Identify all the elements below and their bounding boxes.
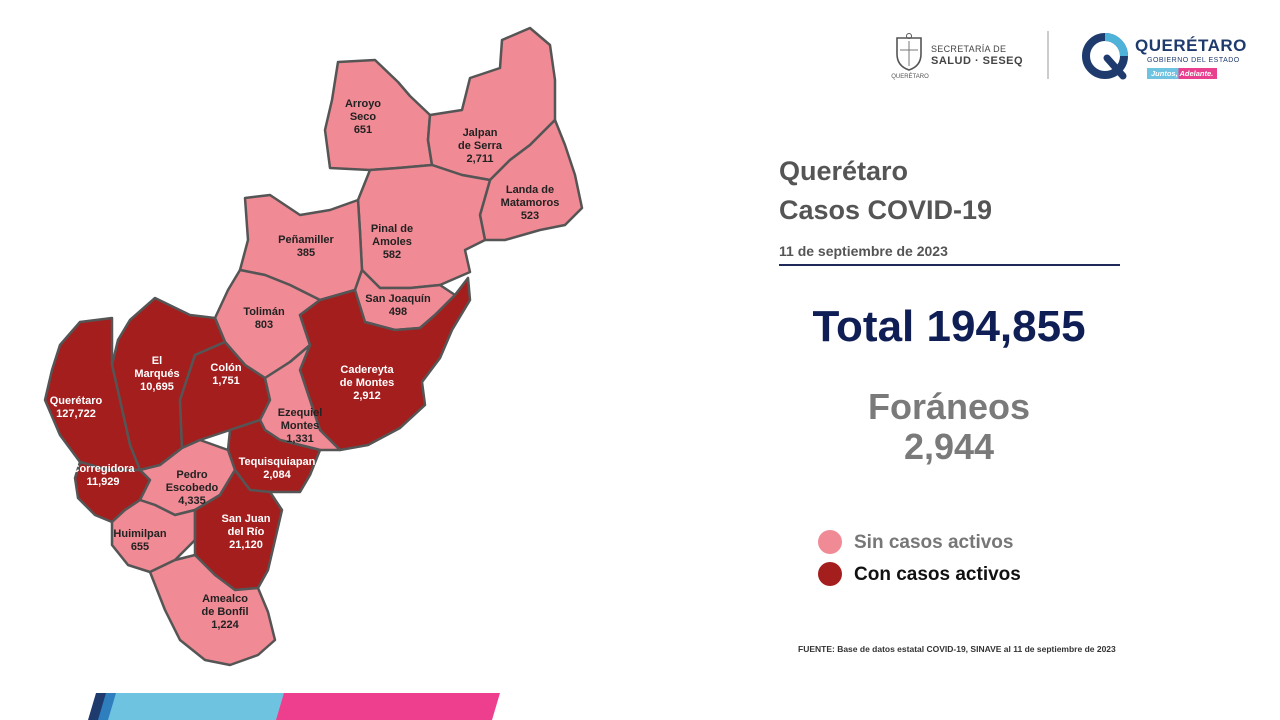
map-label-amealco: Amealco de Bonfil 1,224: [201, 593, 248, 631]
map-label-tequisquiapan: Tequisquiapan 2,084: [239, 456, 316, 481]
report-date: 11 de septiembre de 2023: [779, 243, 948, 259]
data-source: FUENTE: Base de datos estatal COVID-19, …: [798, 644, 1116, 654]
logo-divider: [1047, 31, 1049, 79]
queretaro-municipal-map: Arroyo Seco 651 Jalpan de Serra 2,711 Landa de…: [43, 26, 584, 667]
municipality-name: de Serra: [458, 140, 503, 152]
map-label-arroyo-seco: Arroyo Seco 651: [345, 98, 381, 136]
header-logos: QUERÉTARO SECRETARÍA DE SALUD · SESEQ QU…: [885, 28, 1255, 88]
title-underline: [779, 264, 1120, 266]
legend-item-inactive: Sin casos activos: [818, 530, 1078, 554]
municipality-amealco-de-bonfil[interactable]: [148, 553, 277, 667]
title-state: Querétaro: [779, 156, 909, 186]
municipality-name: Seco: [350, 111, 377, 123]
foreign-cases-value: 2,944: [903, 426, 995, 467]
map-label-pinal: Pinal de Amoles 582: [371, 223, 413, 261]
municipality-name: de Bonfil: [201, 606, 248, 618]
map-label-san-juan: San Juan del Río 21,120: [222, 513, 271, 551]
government-slogan: Juntos, Adelante.: [1147, 68, 1218, 79]
case-count: 127,722: [56, 408, 96, 420]
case-count: 655: [131, 541, 149, 553]
municipality-name: Arroyo: [345, 98, 381, 110]
queretaro-q-logo-icon: [1082, 33, 1128, 80]
case-count: 2,912: [353, 390, 381, 402]
case-count: 2,084: [263, 469, 291, 481]
decorative-bottom-stripe: [88, 693, 500, 720]
map-label-san-joaquin: San Joaquín 498: [365, 293, 431, 318]
seal-caption: QUERÉTARO: [891, 74, 929, 80]
municipality-name: San Juan: [222, 513, 271, 525]
municipality-name: Corregidora: [72, 463, 136, 475]
case-count: 523: [521, 210, 539, 222]
municipality-name: Matamoros: [501, 197, 560, 209]
municipality-name: Colón: [210, 362, 241, 374]
municipality-name: Marqués: [134, 368, 179, 380]
map-label-colon: Colón 1,751: [210, 362, 241, 387]
case-count: 10,695: [140, 381, 174, 393]
municipality-name: El: [152, 355, 162, 367]
municipality-name: Huimilpan: [113, 528, 166, 540]
case-count: 803: [255, 319, 273, 331]
map-label-huimilpan: Huimilpan 655: [113, 528, 166, 553]
municipality-name: Tequisquiapan: [239, 456, 316, 468]
municipality-name: Amealco: [202, 593, 248, 605]
map-label-el-marques: El Marqués 10,695: [134, 355, 179, 393]
municipality-name: Pinal de: [371, 223, 413, 235]
case-count: 11,929: [86, 476, 119, 488]
map-label-pedro-escobedo: Pedro Escobedo 4,335: [166, 469, 219, 507]
case-count: 651: [354, 124, 372, 136]
municipality-name: Montes: [281, 420, 320, 432]
municipality-name: Ezequiel: [278, 407, 323, 419]
map-label-landa: Landa de Matamoros 523: [501, 184, 560, 222]
map-label-queretaro: Querétaro 127,722: [50, 395, 103, 420]
legend-label-inactive: Sin casos activos: [854, 532, 1014, 553]
municipality-name: de Montes: [340, 377, 394, 389]
municipality-arroyo-seco[interactable]: [323, 58, 434, 172]
municipality-name: Pedro: [176, 469, 207, 481]
case-count: 1,224: [211, 619, 239, 631]
case-count: 1,331: [286, 433, 314, 445]
title-covid: Casos COVID-19: [779, 195, 993, 225]
foreign-cases-label: Foráneos: [867, 386, 1031, 427]
case-count: 2,711: [467, 153, 494, 165]
municipality-name: Querétaro: [50, 395, 103, 407]
case-count: 21,120: [229, 539, 263, 551]
foreign-cases: Foráneos 2,944: [779, 387, 1119, 467]
municipality-name: Landa de: [506, 184, 554, 196]
map-label-toliman: Tolimán 803: [243, 306, 285, 331]
legend-item-active: Con casos activos: [818, 562, 1078, 586]
municipality-name: Peñamiller: [278, 234, 334, 246]
case-count: 498: [389, 306, 407, 318]
government-subtitle: GOBIERNO DEL ESTADO: [1147, 57, 1240, 64]
case-count: 1,751: [212, 375, 240, 387]
municipality-name: Tolimán: [243, 306, 285, 318]
municipality-name: San Joaquín: [365, 293, 431, 305]
map-label-jalpan: Jalpan de Serra 2,711: [458, 127, 503, 165]
map-label-cadereyta: Cadereyta de Montes 2,912: [340, 364, 395, 402]
map-label-penamiller: Peñamiller 385: [278, 234, 334, 259]
case-count: 385: [297, 247, 315, 259]
map-label-ezequiel: Ezequiel Montes 1,331: [278, 407, 323, 445]
municipality-name: Amoles: [372, 236, 412, 248]
case-count: 4,335: [178, 495, 206, 507]
legend-swatch-inactive: [818, 530, 842, 554]
case-count: 582: [383, 249, 401, 261]
health-secretary-line1: SECRETARÍA DE: [931, 44, 1007, 54]
map-label-corregidora: Corregidora 11,929: [72, 463, 136, 488]
legend-label-active: Con casos activos: [854, 564, 1021, 585]
legend-swatch-active: [818, 562, 842, 586]
state-seal-icon: [896, 33, 922, 71]
municipality-name: Jalpan: [463, 127, 498, 139]
municipality-name: Cadereyta: [340, 364, 394, 376]
government-name: QUERÉTARO: [1135, 36, 1247, 55]
municipality-name: Escobedo: [166, 482, 219, 494]
health-secretary-line2: SALUD · SESEQ: [931, 55, 1024, 67]
total-cases: Total 194,855: [812, 302, 1086, 351]
municipality-name: del Río: [228, 526, 265, 538]
